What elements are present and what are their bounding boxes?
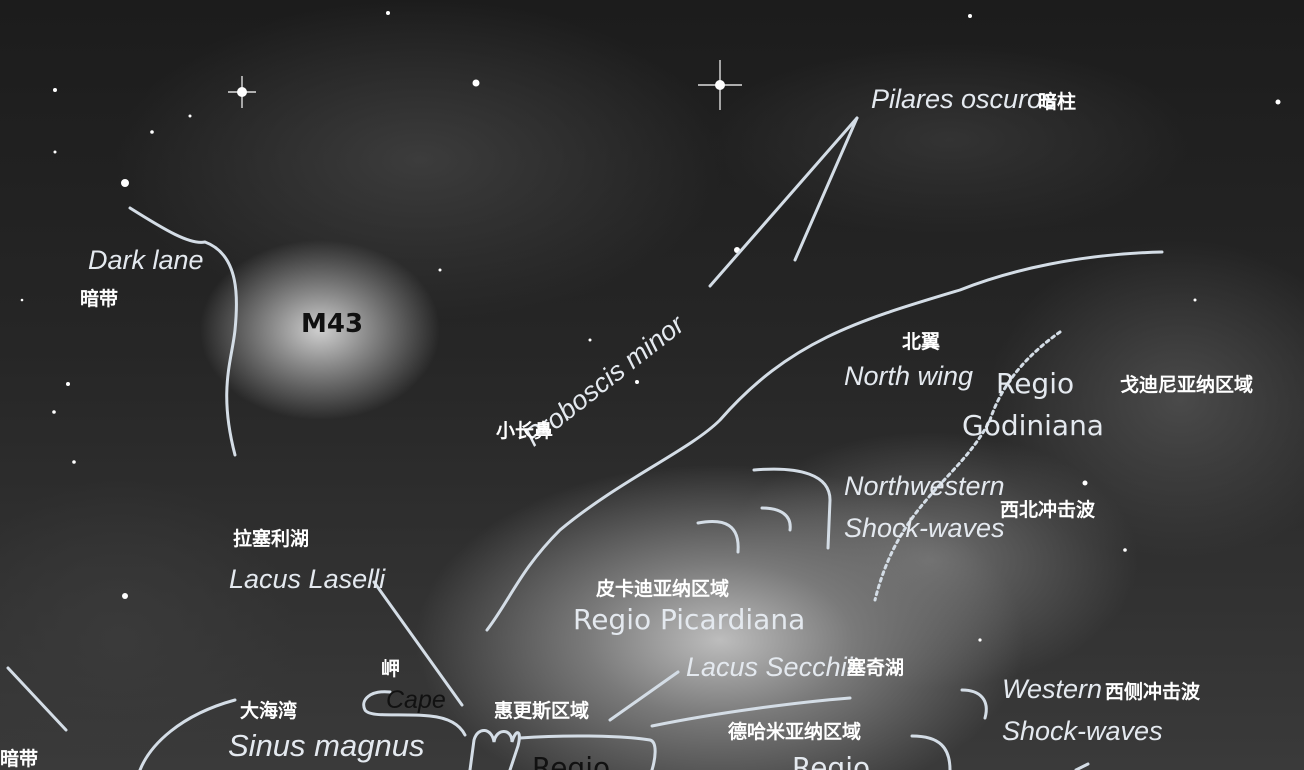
regio-picardiana-zh-label: 皮卡迪亚纳区域: [596, 578, 730, 600]
north-wing-label: North wing: [844, 361, 974, 391]
dehamiana-line: [650, 696, 852, 728]
cape-zh-label: 岬: [381, 658, 401, 680]
cape-label: Cape: [386, 686, 446, 714]
godiniana-dotted-line: [873, 330, 1062, 602]
dehamiana-zh-label: 德哈米亚纳区域: [728, 721, 862, 743]
left-edge-line: [6, 666, 68, 732]
nw-shock-arc-1: [752, 467, 832, 550]
pilares-line-2: [793, 116, 859, 262]
pilares-oscuros-zh-label: 暗柱: [1038, 91, 1077, 113]
western-shock-line1: Western: [1002, 674, 1103, 704]
pilares-line-1: [708, 116, 859, 288]
regio-bottom-1-label: Regio: [532, 751, 611, 770]
cape-outline: [362, 690, 467, 737]
western-shock-arc: [960, 688, 988, 720]
m43-label: M43: [301, 309, 364, 339]
regio-picardiana-label: Regio Picardiana: [573, 603, 806, 636]
huygens-outline: [468, 729, 657, 770]
western-shock-zh-label: 西侧冲击波: [1105, 681, 1201, 703]
nw-shock-arc-3: [696, 520, 740, 554]
dark-lane-zh-bottom-label: 暗带: [0, 748, 39, 770]
north-wing-zh-label: 北翼: [902, 331, 941, 353]
lacus-laselli-label: Lacus Laselli: [229, 564, 386, 594]
sinus-magnus-zh-label: 大海湾: [240, 700, 298, 722]
sinus-magnus-line: [138, 698, 237, 770]
sinus-magnus-label: Sinus magnus: [228, 728, 425, 763]
dehamiana-arc: [910, 734, 952, 770]
lacus-laselli-zh-label: 拉塞利湖: [233, 528, 310, 550]
proboscis-minor-line: [485, 250, 1164, 632]
lacus-secchii-zh-label: 塞奇湖: [847, 657, 905, 679]
western-shock-line2: Shock-waves: [1002, 716, 1163, 746]
nw-shock-arc-2: [760, 506, 792, 532]
regio-godiniana-line2: Godiniana: [962, 409, 1104, 442]
huygens-zh-label: 惠更斯区域: [494, 700, 590, 722]
dark-lane-zh-label: 暗带: [80, 288, 119, 310]
proboscis-minor-zh-label: 小长鼻: [496, 420, 554, 442]
lacus-secchii-label: Lacus Secchii: [686, 652, 853, 682]
nw-shock-zh-label: 西北冲击波: [1000, 499, 1096, 521]
lacus-secchii-line: [608, 670, 680, 722]
dark-lane-label: Dark lane: [88, 245, 204, 275]
regio-godiniana-zh-label: 戈迪尼亚纳区域: [1120, 374, 1254, 396]
lacus-laselli-line: [372, 580, 464, 707]
regio-bottom-2-label: Regio: [792, 751, 871, 770]
dark-lane-line: [128, 206, 239, 457]
bottom-right-tick: [1074, 762, 1090, 770]
pilares-oscuros-label: Pilares oscuros: [871, 84, 1056, 114]
nw-shock-line2: Shock-waves: [844, 513, 1005, 543]
nw-shock-line1: Northwestern: [844, 471, 1005, 501]
regio-godiniana-line1: Regio: [996, 367, 1075, 400]
